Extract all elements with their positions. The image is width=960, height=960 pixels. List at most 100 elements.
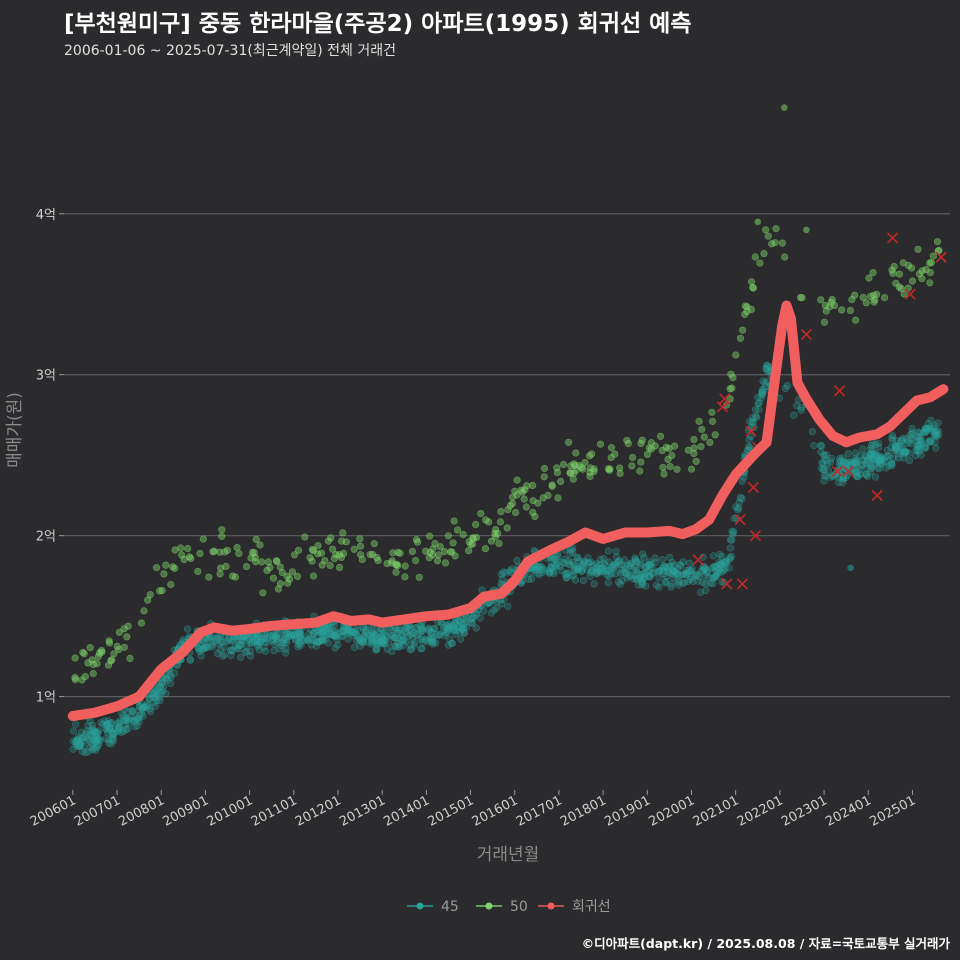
- scatter-point-45: [670, 561, 678, 569]
- scatter-point-45: [651, 558, 660, 567]
- scatter-point-50: [862, 299, 870, 307]
- scatter-point-50: [870, 298, 878, 306]
- scatter-point-45: [194, 645, 202, 653]
- scatter-point-50: [301, 533, 309, 541]
- scatter-point-45: [871, 473, 880, 481]
- scatter-point-45: [270, 647, 278, 655]
- legend-item-1: 50: [476, 899, 528, 915]
- scatter-point-50: [865, 274, 873, 282]
- scatter-point-45: [810, 442, 818, 450]
- scatter-point-45: [745, 443, 753, 451]
- y-tick-label: 4억: [36, 208, 56, 223]
- scatter-outlier: [847, 564, 854, 572]
- scatter-point-45: [418, 633, 426, 641]
- scatter-point-45: [759, 377, 767, 385]
- scatter-point-45: [150, 688, 159, 697]
- scatter-point-50: [751, 253, 759, 261]
- scatter-point-45: [820, 452, 829, 461]
- scatter-point-50: [266, 563, 274, 572]
- scatter-point-45: [384, 639, 393, 647]
- scatter-point-50: [564, 438, 573, 446]
- scatter-point-50: [607, 444, 616, 452]
- scatter-point-50: [79, 648, 87, 657]
- scatter-point-50: [895, 270, 904, 278]
- scatter-point-45: [242, 642, 250, 650]
- cancelled-mark: [719, 393, 731, 405]
- scatter-point-45: [726, 544, 735, 552]
- scatter-point-45: [526, 569, 534, 577]
- scatter-point-45: [387, 632, 395, 640]
- scatter-point-45: [99, 720, 107, 728]
- scatter-point-50: [120, 625, 128, 633]
- scatter-point-50: [242, 562, 251, 571]
- scatter-point-50: [107, 657, 115, 665]
- scatter-point-50: [321, 556, 329, 565]
- scatter-point-45: [710, 573, 718, 582]
- scatter-point-45: [537, 563, 546, 571]
- scatter-point-50: [113, 642, 121, 651]
- scatter-point-45: [80, 742, 88, 750]
- scatter-point-45: [262, 647, 270, 655]
- scatter-point-45: [362, 625, 370, 633]
- scatter-point-45: [69, 727, 77, 735]
- scatter-point-50: [706, 438, 714, 447]
- scatter-point-45: [604, 547, 612, 555]
- scatter-point-45: [445, 624, 454, 633]
- regression-line: [67, 300, 949, 721]
- scatter-point-45: [917, 435, 925, 444]
- scatter-point-50: [848, 295, 856, 304]
- legend-label: 45: [441, 899, 459, 915]
- scatter-point-50: [233, 543, 241, 552]
- scatter-point-50: [508, 499, 517, 508]
- scatter-point-50: [71, 673, 79, 682]
- scatter-point-45: [908, 428, 917, 437]
- scatter-point-45: [237, 653, 245, 661]
- scatter-point-45: [702, 580, 710, 588]
- scatter-point-50: [798, 294, 806, 302]
- scatter-point-50: [559, 460, 568, 469]
- cancelled-mark: [721, 578, 733, 590]
- scatter-point-50: [330, 554, 339, 563]
- scatter-point-50: [778, 239, 787, 247]
- scatter-point-45: [109, 737, 117, 745]
- scatter-point-50: [426, 532, 434, 540]
- x-tick-label: 201501: [426, 793, 477, 830]
- scatter-point-50: [187, 554, 195, 563]
- scatter-point-45: [439, 627, 447, 635]
- legend-item-0: 45: [407, 899, 459, 915]
- scatter-point-50: [283, 572, 291, 580]
- scatter-point-50: [156, 587, 164, 595]
- scatter-point-50: [747, 305, 756, 314]
- scatter-point-45: [300, 636, 308, 645]
- scatter-point-50: [222, 562, 230, 571]
- scatter-point-50: [700, 433, 708, 441]
- scatter-point-45: [563, 573, 571, 581]
- scatter-point-50: [586, 468, 594, 477]
- scatter-point-50: [413, 538, 422, 546]
- scatter-point-50: [553, 469, 562, 477]
- scatter-point-45: [128, 706, 136, 715]
- scatter-point-45: [694, 577, 702, 585]
- scatter-point-50: [86, 643, 94, 652]
- cancelled-mark: [692, 554, 704, 566]
- scatter-point-50: [288, 568, 297, 576]
- scatter-point-50: [123, 633, 131, 641]
- scatter-point-50: [153, 564, 161, 572]
- x-tick-label: 200601: [28, 793, 79, 830]
- scatter-point-50: [171, 546, 179, 554]
- scatter-point-50: [465, 547, 473, 555]
- scatter-point-45: [727, 552, 736, 561]
- scatter-point-50: [508, 493, 517, 501]
- scatter-point-50: [522, 503, 530, 511]
- scatter-point-45: [344, 635, 352, 643]
- x-tick-label: 201201: [293, 793, 344, 830]
- scatter-point-50: [276, 580, 285, 588]
- scatter-point-45: [343, 628, 351, 636]
- scatter-point-45: [282, 645, 290, 653]
- scatter-point-50: [104, 661, 113, 669]
- x-tick-label: 202201: [735, 793, 786, 830]
- scatter-point-45: [883, 447, 891, 455]
- scatter-point-45: [261, 634, 269, 643]
- scatter-point-45: [444, 628, 452, 637]
- scatter-point-45: [579, 576, 588, 585]
